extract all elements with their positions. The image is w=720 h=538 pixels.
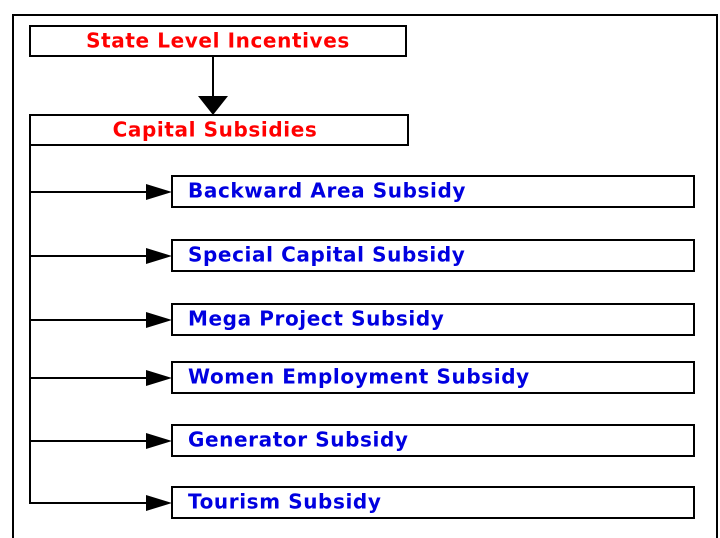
item-box: [171, 486, 695, 519]
top-box: [29, 25, 407, 57]
item-box: [171, 303, 695, 336]
item-label: Tourism Subsidy: [188, 490, 381, 514]
arrowhead: [146, 433, 172, 449]
item-label: Mega Project Subsidy: [188, 307, 444, 331]
item-label: Backward Area Subsidy: [188, 179, 466, 203]
arrowhead: [146, 184, 172, 200]
items: Backward Area Subsidy Special Capital Sub…: [30, 175, 695, 519]
top-label: State Level Incentives: [86, 29, 350, 53]
item-label: Special Capital Subsidy: [188, 243, 465, 267]
item-box: [171, 239, 695, 272]
root-label: Capital Subsidies: [113, 118, 318, 142]
root-box: [29, 114, 409, 146]
item-label: Women Employment Subsidy: [188, 365, 530, 389]
item-box: [171, 175, 695, 208]
arrowhead: [146, 312, 172, 328]
arrowhead: [146, 370, 172, 386]
item-box: [171, 424, 695, 457]
item-box: [171, 361, 695, 394]
frame: [12, 14, 718, 538]
arrowhead: [198, 96, 228, 115]
arrowhead: [146, 248, 172, 264]
arrowhead: [146, 495, 172, 511]
item-label: Generator Subsidy: [188, 428, 409, 452]
